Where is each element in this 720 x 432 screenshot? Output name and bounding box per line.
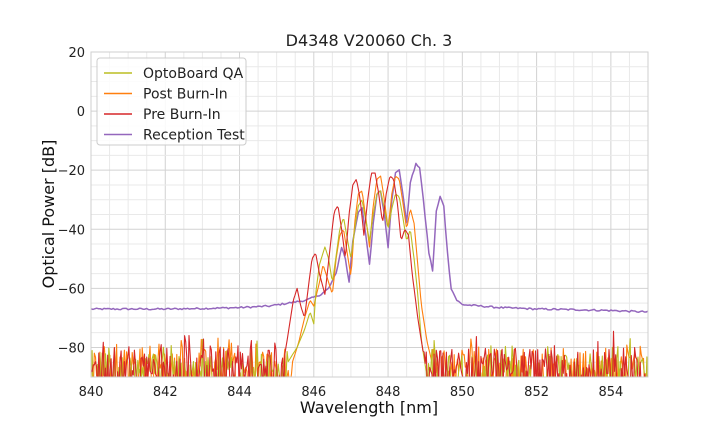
plot-frame	[90, 51, 649, 378]
y-axis-label: Optical Power [dB]	[39, 140, 58, 289]
y-tick-label: 0	[77, 105, 85, 120]
y-tick-label: −80	[58, 341, 85, 356]
x-tick-label: 842	[153, 385, 178, 400]
legend-entry: Pre Burn-In	[143, 107, 221, 123]
x-tick-label: 844	[227, 385, 252, 400]
series-line-reception-test	[91, 162, 648, 313]
legend-entry: Post Burn-In	[143, 87, 228, 103]
y-tick-label: −20	[58, 164, 85, 179]
legend-entry: Reception Test	[143, 128, 245, 144]
x-tick-label: 854	[598, 385, 623, 400]
series-layer	[91, 162, 648, 377]
x-tick-label: 852	[524, 385, 549, 400]
legend-box	[96, 57, 247, 146]
y-tick-label: −60	[58, 282, 85, 297]
y-tick-label: 20	[68, 46, 85, 61]
series-line-pre-burn-in	[91, 172, 648, 377]
y-tick-labels: 20 0 −20 −40 −60 −80	[58, 46, 85, 356]
x-tick-label: 840	[79, 385, 104, 400]
legend: OptoBoard QA Post Burn-In Pre Burn-In Recep…	[96, 57, 247, 146]
x-tick-label: 850	[450, 385, 475, 400]
legend-entry: OptoBoard QA	[143, 66, 244, 82]
x-tick-label: 848	[376, 385, 401, 400]
x-axis-label: Wavelength [nm]	[300, 398, 438, 417]
chart-title: D4348 V20060 Ch. 3	[286, 31, 453, 50]
y-tick-label: −40	[58, 223, 85, 238]
x-tick-labels: 840 842 844 846 848 850 852 854	[79, 385, 624, 400]
x-tick-label: 846	[301, 385, 326, 400]
